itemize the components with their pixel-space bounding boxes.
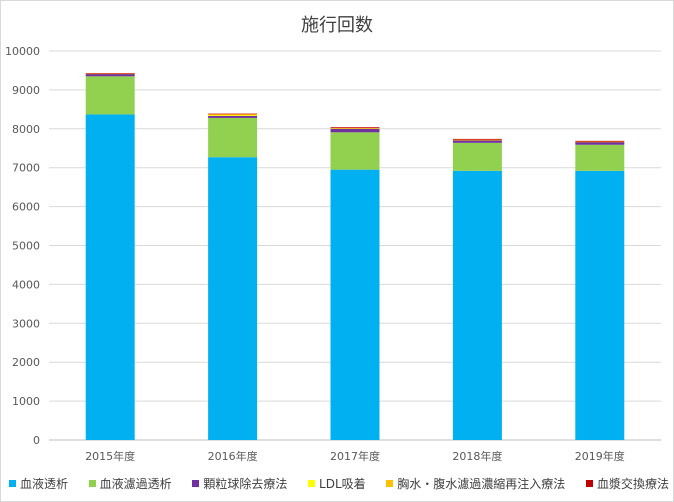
- legend-swatch: [308, 480, 316, 487]
- legend-item: 顆粒球除去療法: [192, 475, 287, 492]
- bar-segment: [575, 170, 625, 440]
- bar-segment: [208, 114, 258, 116]
- bar-segment: [330, 169, 380, 440]
- legend-item: 血液濾過透析: [88, 475, 172, 492]
- legend-item: 血漿交換療法: [585, 475, 669, 492]
- y-tick-label: 2000: [12, 356, 40, 369]
- x-tick-label: 2018年度: [452, 449, 502, 463]
- bar-segment: [330, 128, 380, 133]
- legend-label: 顆粒球除去療法: [203, 477, 288, 491]
- bar-segment: [452, 139, 502, 141]
- bar-segment: [208, 157, 258, 440]
- bar-segment: [575, 144, 625, 171]
- y-tick-label: 5000: [12, 240, 40, 253]
- legend-label: 血液透析: [20, 477, 69, 491]
- bar-segment: [85, 73, 135, 77]
- bar-segment: [575, 142, 625, 145]
- legend-swatch: [386, 480, 394, 487]
- legend-swatch: [9, 480, 16, 487]
- bar-segment: [452, 140, 502, 143]
- y-tick-label: 1000: [12, 395, 40, 408]
- plot-area: 0 1000 2000 3000 4000 5000 6000 7000 8000 9000 100…: [5, 45, 661, 463]
- bar-segment: [452, 142, 502, 171]
- bar-segment: [208, 113, 258, 115]
- legend-label: 血液濾過透析: [99, 477, 172, 491]
- bar-segment: [208, 117, 258, 158]
- bar-segment: [330, 127, 380, 129]
- bar-segment: [85, 76, 135, 115]
- x-tick-label: 2017年度: [330, 449, 380, 463]
- y-tick-label: 9000: [12, 84, 40, 97]
- legend-swatch: [585, 480, 593, 487]
- bar-segment: [452, 170, 502, 440]
- chart-title: 施行回数: [301, 15, 373, 36]
- legend: 血液透析 血液濾過透析 顆粒球除去療法 LDL吸着 胸水・腹水濾過濃縮再注入療法 血漿交換…: [9, 475, 669, 492]
- y-tick-label: 7000: [12, 162, 40, 175]
- bar-segment: [575, 141, 625, 143]
- bar-segment: [85, 73, 135, 75]
- y-tick-label: 3000: [12, 317, 40, 330]
- legend-label: 胸水・腹水濾過濃縮再注入療法: [397, 477, 566, 491]
- y-tick-label: 4000: [12, 278, 40, 291]
- y-tick-label: 0: [33, 434, 40, 447]
- legend-swatch: [192, 480, 200, 487]
- bar-segment: [85, 73, 135, 74]
- y-tick-label: 8000: [12, 123, 40, 136]
- x-tick-label: 2019年度: [575, 449, 625, 463]
- bar-segment: [208, 115, 258, 118]
- y-tick-label: 10000: [5, 45, 40, 58]
- y-tick-label: 6000: [12, 201, 40, 214]
- bar-segment: [85, 114, 135, 441]
- legend-item: 血液透析: [9, 475, 68, 492]
- bar-segment: [330, 132, 380, 170]
- legend-label: 血漿交換療法: [596, 477, 669, 491]
- legend-item: 胸水・腹水濾過濃縮再注入療法: [386, 475, 565, 492]
- legend-item: LDL吸着: [308, 475, 366, 492]
- bar-segment: [330, 128, 380, 129]
- x-tick-label: 2015年度: [85, 449, 135, 463]
- legend-label: LDL吸着: [319, 477, 366, 491]
- x-tick-label: 2016年度: [208, 449, 258, 463]
- bar-segment: [208, 115, 258, 116]
- bar-segment: [452, 138, 502, 140]
- bar-segment: [575, 140, 625, 142]
- legend-swatch: [88, 480, 96, 487]
